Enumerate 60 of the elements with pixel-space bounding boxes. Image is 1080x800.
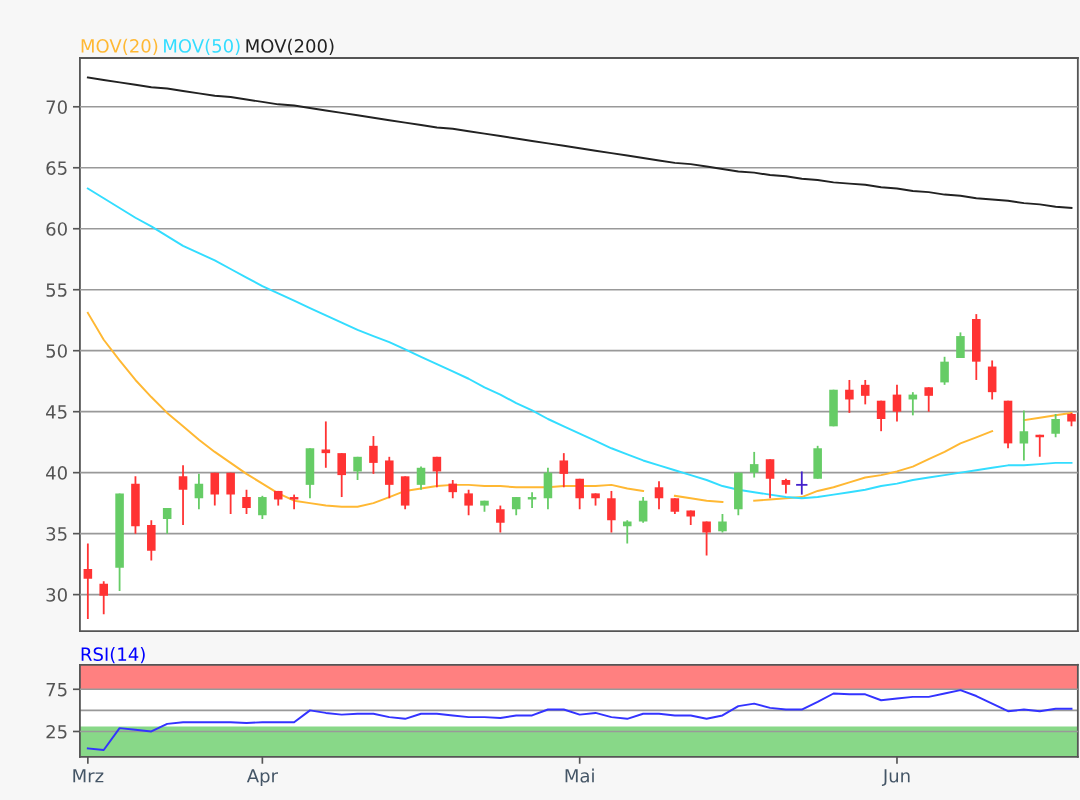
candlestick (956, 331, 965, 359)
candlestick (607, 490, 616, 534)
y-tick-label: 45 (46, 405, 67, 419)
candlestick (1019, 409, 1029, 462)
line-series (86, 689, 1073, 752)
x-tick-label: Mai (565, 768, 594, 783)
candlestick (702, 520, 711, 557)
candlestick (765, 458, 775, 500)
candlestick (940, 355, 949, 386)
candlestick (448, 479, 458, 500)
candlestick (892, 383, 902, 423)
line-series (86, 187, 1073, 500)
candlestick (369, 435, 378, 475)
y-tick-label: 60 (46, 222, 67, 236)
candlestick (162, 507, 172, 535)
candlestick (178, 464, 188, 527)
y-tick-label: 35 (46, 527, 67, 541)
x-tick-label: Apr (246, 769, 278, 787)
x-tick-label: Mrz (73, 769, 104, 783)
candlestick (575, 477, 584, 511)
candlestick (876, 399, 886, 433)
y-tick-label: 30 (46, 588, 67, 602)
candlestick (337, 452, 346, 498)
candlestick (924, 386, 933, 413)
candlestick (321, 420, 331, 469)
candlestick (258, 494, 267, 520)
y-tick-label: 75 (46, 682, 67, 697)
y-tick-label: 70 (46, 100, 67, 114)
y-tick-label: 25 (46, 724, 67, 739)
candlestick (559, 452, 569, 489)
candlestick (654, 480, 664, 511)
candlestick (718, 513, 727, 534)
chart-title: RSI(14) (81, 647, 145, 664)
candlestick (796, 470, 808, 496)
candlestick (845, 379, 854, 414)
candlestick (622, 519, 632, 545)
candlestick (226, 471, 235, 516)
candlestick (242, 488, 251, 516)
candlestick (210, 471, 220, 507)
y-tick-label: 50 (46, 344, 67, 358)
candlestick (1051, 413, 1060, 439)
text: MOV(200) (246, 38, 334, 55)
candlestick (464, 488, 473, 517)
y-tick-label: 55 (46, 283, 67, 297)
line-series (86, 76, 1073, 209)
candlestick (194, 472, 204, 511)
text: MOV(20) (81, 38, 158, 55)
candlestick (749, 451, 759, 479)
y-tick-label: 65 (46, 161, 67, 175)
candlestick (511, 496, 521, 517)
candlestick (83, 542, 93, 620)
text: MOV(50) (164, 38, 240, 55)
y-tick-label: 40 (46, 466, 67, 480)
x-tick-label: Jun (881, 769, 910, 786)
candlestick (99, 580, 108, 616)
candlestick (496, 504, 505, 534)
candlestick (638, 496, 648, 524)
candlestick (860, 379, 870, 406)
candlestick (416, 465, 426, 491)
candlestick (432, 455, 442, 489)
